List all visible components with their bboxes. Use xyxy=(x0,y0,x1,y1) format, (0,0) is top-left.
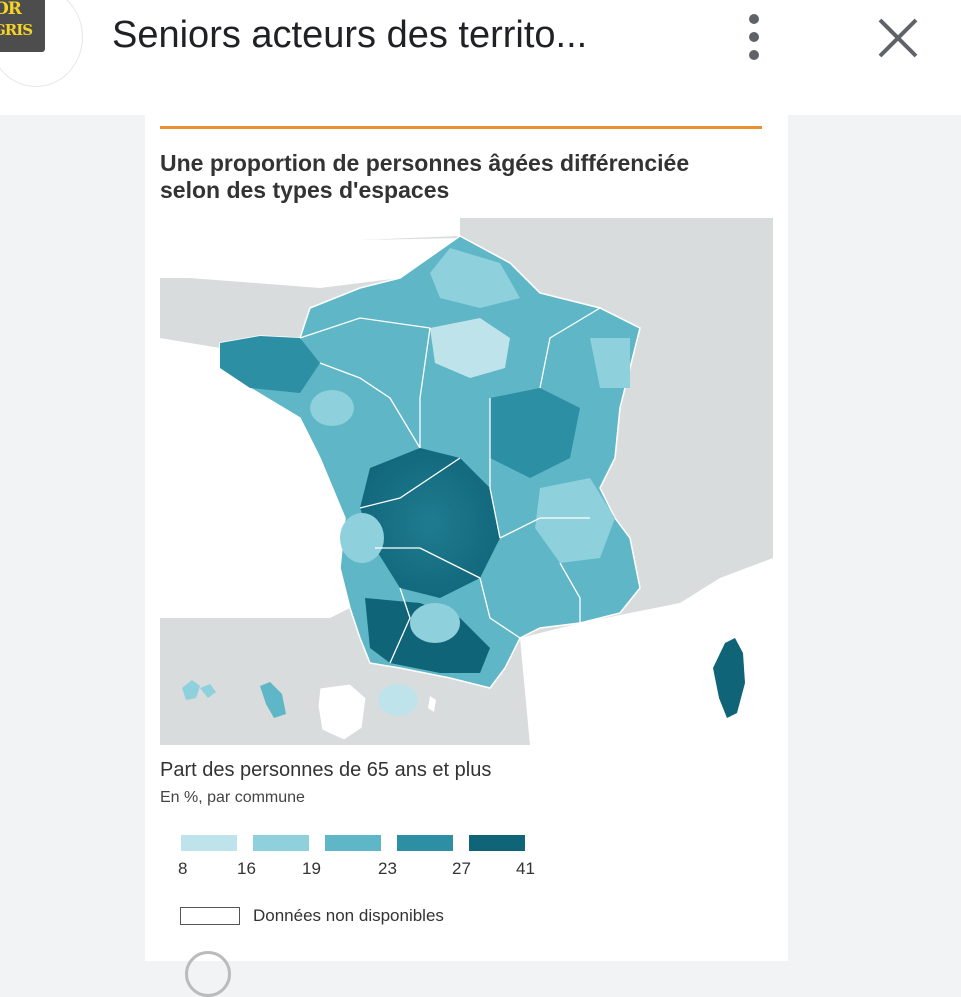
legend-tick-19: 19 xyxy=(302,859,321,878)
more-options-button[interactable] xyxy=(738,10,770,68)
mediterranean-sea xyxy=(520,558,773,745)
close-icon xyxy=(878,18,918,58)
loading-spinner-icon xyxy=(185,951,231,997)
north-light xyxy=(430,248,520,308)
orange-divider xyxy=(160,126,762,129)
centre-dark xyxy=(360,448,500,598)
provence-mid xyxy=(560,563,635,613)
legend-swatch-3 xyxy=(325,835,381,851)
map-title: Une proportion de personnes âgées différ… xyxy=(160,150,770,204)
atlantic-ocean xyxy=(160,338,350,618)
custom-tab-toolbar: OR GRIS Seniors acteurs des territo... xyxy=(0,0,961,115)
legend-na-swatch xyxy=(180,907,240,925)
legend-swatch-5 xyxy=(469,835,525,851)
paris-light xyxy=(430,318,510,378)
legend-tick-41: 41 xyxy=(516,859,535,878)
guyane xyxy=(317,683,367,741)
legend-swatch-4 xyxy=(397,835,453,851)
martinique xyxy=(260,682,286,718)
choropleth-map-svg xyxy=(160,218,773,745)
article-content: Une proportion de personnes âgées différ… xyxy=(145,115,788,997)
mayotte xyxy=(428,696,436,712)
channel-sea xyxy=(190,238,460,288)
legend-tick-16: 16 xyxy=(237,859,256,878)
legend-tick-23: 23 xyxy=(378,859,397,878)
bordeaux-light xyxy=(340,513,384,563)
more-vert-icon xyxy=(749,14,759,24)
corsica xyxy=(713,638,745,718)
or-gris-logo: OR GRIS xyxy=(0,0,45,52)
map-title-line-1: Une proportion de personnes âgées différ… xyxy=(160,150,690,176)
rhone-alps-light xyxy=(535,478,615,563)
legend-tick-8: 8 xyxy=(178,859,188,878)
page-title: Seniors acteurs des territo... xyxy=(112,14,588,56)
legend-na-label: Données non disponibles xyxy=(253,906,444,925)
burgundy-dark xyxy=(490,388,580,478)
legend-swatch-2 xyxy=(253,835,309,851)
region-borders xyxy=(299,307,601,664)
legend-subtitle: En %, par commune xyxy=(160,789,305,806)
guadeloupe xyxy=(182,680,216,700)
more-vert-icon-dot xyxy=(749,50,759,60)
toulouse-light xyxy=(410,603,460,643)
legend-title: Part des personnes de 65 ans et plus xyxy=(160,759,492,781)
strasbourg-light xyxy=(590,338,630,388)
logo-text-1: OR xyxy=(0,0,22,19)
nantes-light xyxy=(310,390,354,426)
close-button[interactable] xyxy=(872,12,924,64)
logo-text-2: GRIS xyxy=(0,21,33,39)
legend-swatch-1 xyxy=(181,835,237,851)
site-favicon: OR GRIS xyxy=(0,0,82,86)
brittany-mid xyxy=(220,336,320,393)
reunion xyxy=(378,684,418,716)
more-vert-icon-dot xyxy=(749,32,759,42)
france-map xyxy=(160,218,773,745)
legend-tick-27: 27 xyxy=(452,859,471,878)
map-title-line-2: selon des types d'espaces xyxy=(160,177,450,203)
